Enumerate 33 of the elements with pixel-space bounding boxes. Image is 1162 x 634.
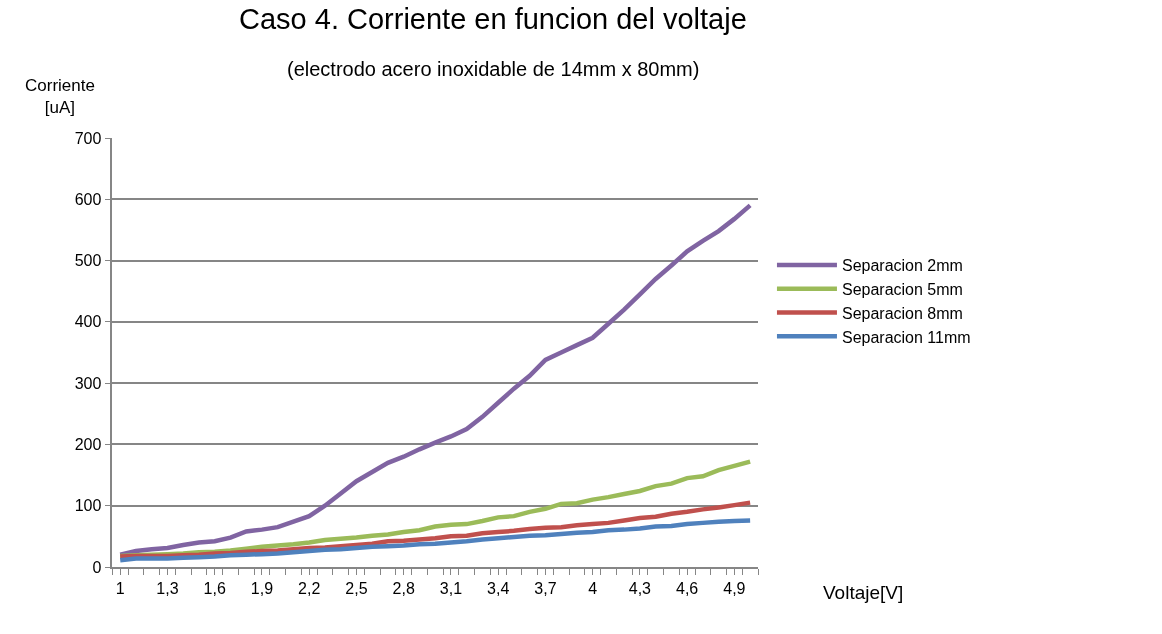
x-tick-label: 2,2 [298, 579, 321, 597]
x-tick-label: 2,8 [392, 579, 415, 597]
chart-subtitle: (electrodo acero inoxidable de 14mm x 80mm) [287, 58, 700, 80]
legend-label: Separacion 11mm [841, 328, 971, 346]
x-tick-label: 3,1 [439, 579, 463, 597]
y-tick-label: 200 [74, 436, 102, 454]
chart-title: Caso 4. Corriente en funcion del voltaje [239, 3, 747, 35]
line-series [117, 203, 753, 557]
y-tick-label: 700 [74, 129, 102, 147]
y-axis-title: Corriente [uA] [25, 76, 95, 118]
y-tick-label: 100 [74, 497, 102, 515]
legend-label: Separacion 8mm [841, 304, 963, 322]
x-tick-label: 1,6 [203, 579, 226, 597]
line-series [117, 500, 753, 559]
y-tick-label: 300 [74, 374, 102, 392]
x-tick-label: 1 [115, 579, 125, 597]
x-tick-label: 4,3 [628, 579, 652, 597]
x-tick-label: 4,9 [723, 579, 746, 597]
legend-label: Separacion 2mm [841, 257, 963, 275]
y-tick-label: 400 [74, 313, 102, 331]
y-tick-label: 600 [74, 190, 102, 208]
line-series [117, 518, 753, 563]
x-tick-label: 3,7 [534, 579, 557, 597]
legend-label: Separacion 5mm [841, 280, 963, 298]
x-tick-label: 3,4 [487, 579, 510, 597]
y-tick-label: 500 [74, 252, 102, 270]
x-tick-label: 4,6 [676, 579, 699, 597]
x-tick-label: 1,9 [250, 579, 274, 597]
x-axis-title: Voltaje[V] [823, 582, 904, 603]
y-tick-label: 0 [92, 558, 102, 576]
x-tick-label: 4 [588, 579, 598, 597]
x-tick-label: 1,3 [156, 579, 179, 597]
x-tick-label: 2,5 [345, 579, 368, 597]
